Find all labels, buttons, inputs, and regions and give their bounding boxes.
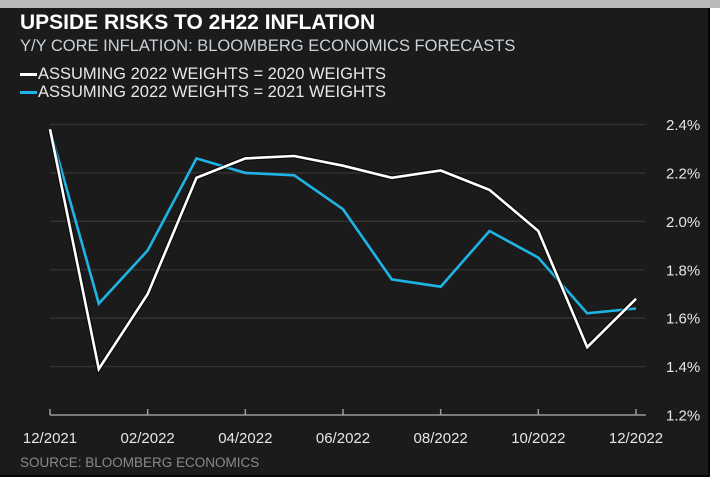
y-tick-label: 1.2% [666, 408, 700, 425]
series-lines [47, 128, 638, 376]
x-axis: 12/2021 02/2022 04/2022 06/2022 08/2022 10/20… [23, 409, 663, 447]
legend-swatch-blue [20, 91, 37, 94]
x-tick-label: 12/2021 [23, 430, 77, 447]
chart-title: UPSIDE RISKS TO 2H22 INFLATION [20, 11, 376, 34]
gridlines [50, 123, 645, 368]
legend-item-2021-weights: ASSUMING 2022 WEIGHTS = 2021 WEIGHTS [20, 83, 386, 102]
legend-label: ASSUMING 2022 WEIGHTS = 2020 WEIGHTS [38, 65, 386, 83]
x-tick-label: 06/2022 [316, 430, 370, 447]
legend-label: ASSUMING 2022 WEIGHTS = 2021 WEIGHTS [38, 83, 386, 101]
source-note: SOURCE: BLOOMBERG ECONOMICS [20, 455, 260, 470]
legend-item-2020-weights: ASSUMING 2022 WEIGHTS = 2020 WEIGHTS [20, 65, 386, 84]
chart-subtitle: Y/Y CORE INFLATION: BLOOMBERG ECONOMICS … [20, 37, 516, 55]
y-tick-label: 2.2% [666, 165, 700, 182]
y-tick-label: 2.4% [666, 117, 700, 134]
y-tick-label: 2.0% [666, 214, 700, 231]
chart-panel [0, 8, 710, 477]
x-tick-label: 08/2022 [414, 430, 468, 447]
y-tick-label: 1.8% [666, 262, 700, 279]
x-tick-label: 10/2022 [511, 430, 565, 447]
y-tick-label: 1.6% [666, 311, 700, 328]
x-tick-label: 12/2022 [609, 430, 663, 447]
series-line-2020-weights [48, 129, 637, 373]
series-line-2021-weights [48, 128, 637, 315]
top-border [0, 0, 720, 8]
x-tick-label: 04/2022 [218, 430, 272, 447]
legend-swatch-white [20, 73, 37, 76]
y-tick-label: 1.4% [666, 359, 700, 376]
x-tick-label: 02/2022 [121, 430, 175, 447]
y-axis-labels: 1.2% 1.4% 1.6% 1.8% 2.0% 2.2% 2.4% [666, 117, 700, 425]
